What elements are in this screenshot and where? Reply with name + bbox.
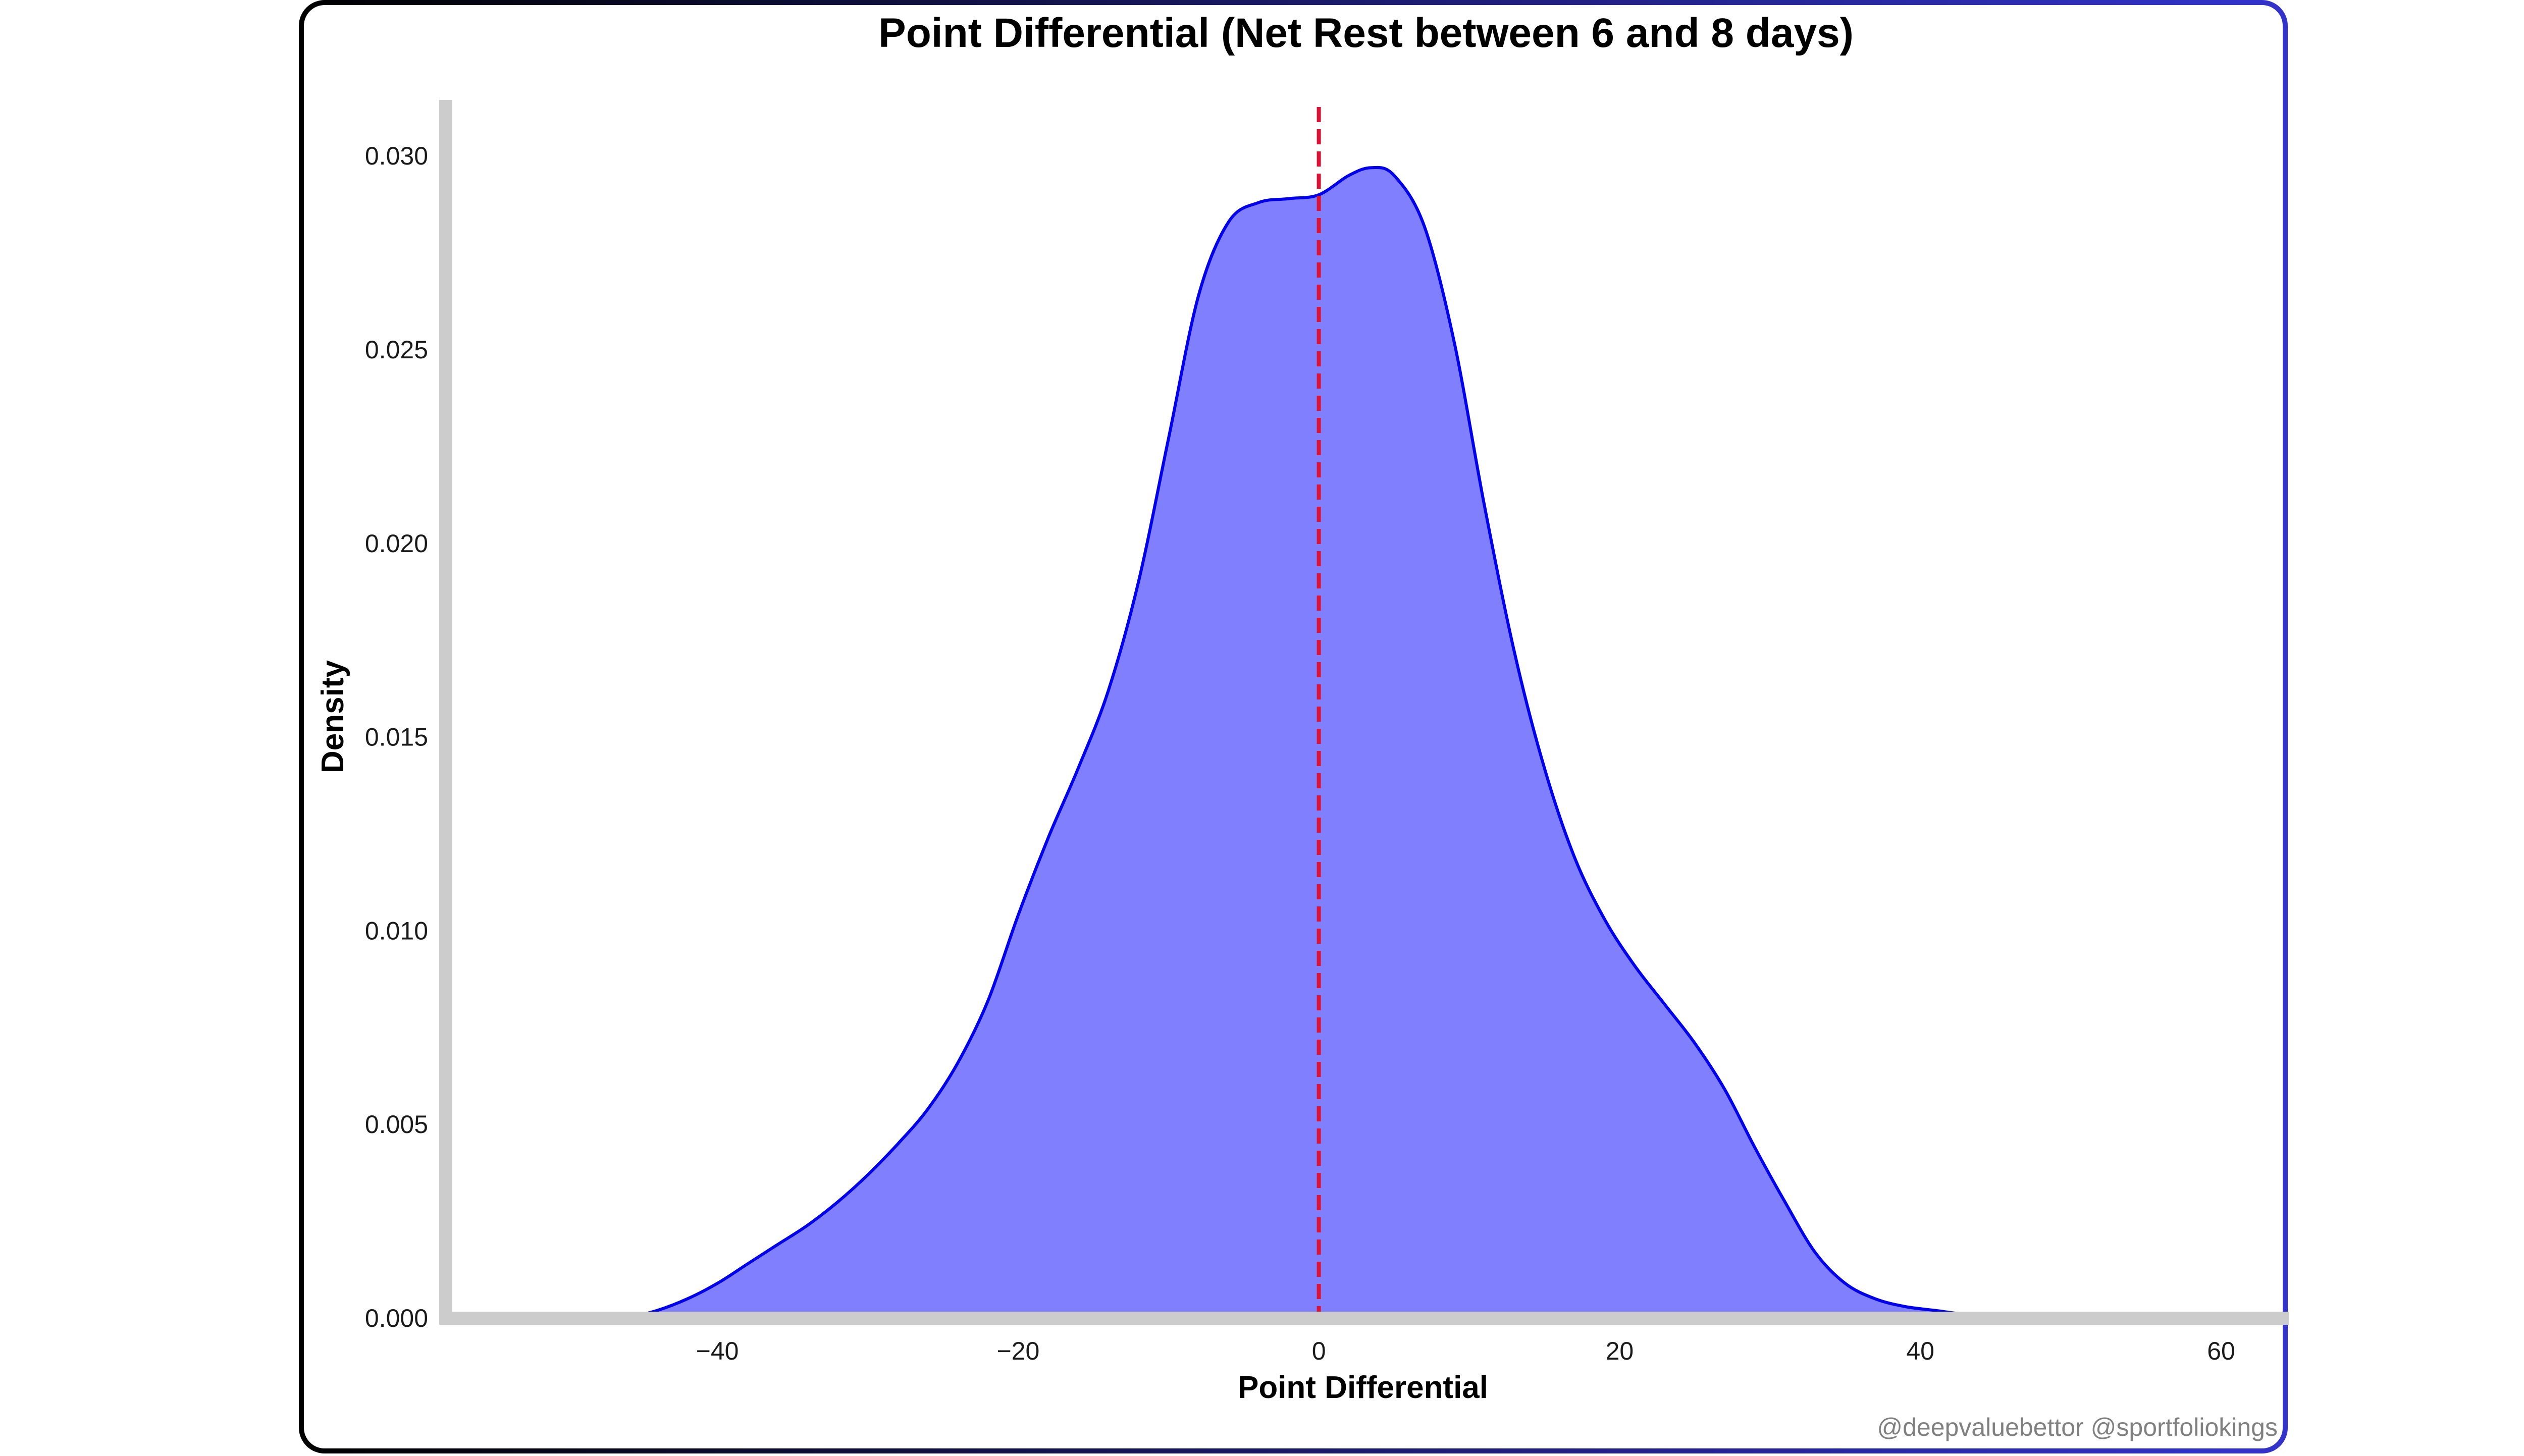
x-tick-label: 60: [2207, 1337, 2235, 1365]
x-tick-labels: −40 −20 0 20 40 60: [696, 1337, 2235, 1365]
density-curve-line: [626, 166, 2064, 1320]
y-tick-labels: 0.000 0.005 0.010 0.015 0.020 0.025 0.030: [365, 142, 428, 1332]
x-tick-label: 0: [1312, 1337, 1326, 1365]
y-tick-label: 0.020: [365, 529, 428, 558]
y-tick-label: 0.030: [365, 142, 428, 170]
y-tick-label: 0.005: [365, 1110, 428, 1139]
y-tick-label: 0.025: [365, 336, 428, 364]
density-area-layer: [626, 166, 2064, 1320]
y-tick-label: 0.000: [365, 1304, 428, 1332]
density-area-fill: [627, 167, 2064, 1318]
x-tick-label: 20: [1606, 1337, 1634, 1365]
y-tick-label: 0.010: [365, 916, 428, 945]
chart-title: Point Differential (Net Rest between 6 a…: [878, 10, 1854, 56]
credit-watermark: @deepvaluebettor @sportfoliokings: [1877, 1413, 2278, 1441]
y-axis-label: Density: [316, 660, 350, 773]
y-tick-label: 0.015: [365, 723, 428, 751]
x-tick-label: −20: [996, 1337, 1039, 1365]
x-axis-label: Point Differential: [1238, 1370, 1488, 1405]
x-tick-label: 40: [1906, 1337, 1934, 1365]
x-tick-label: −40: [696, 1337, 739, 1365]
